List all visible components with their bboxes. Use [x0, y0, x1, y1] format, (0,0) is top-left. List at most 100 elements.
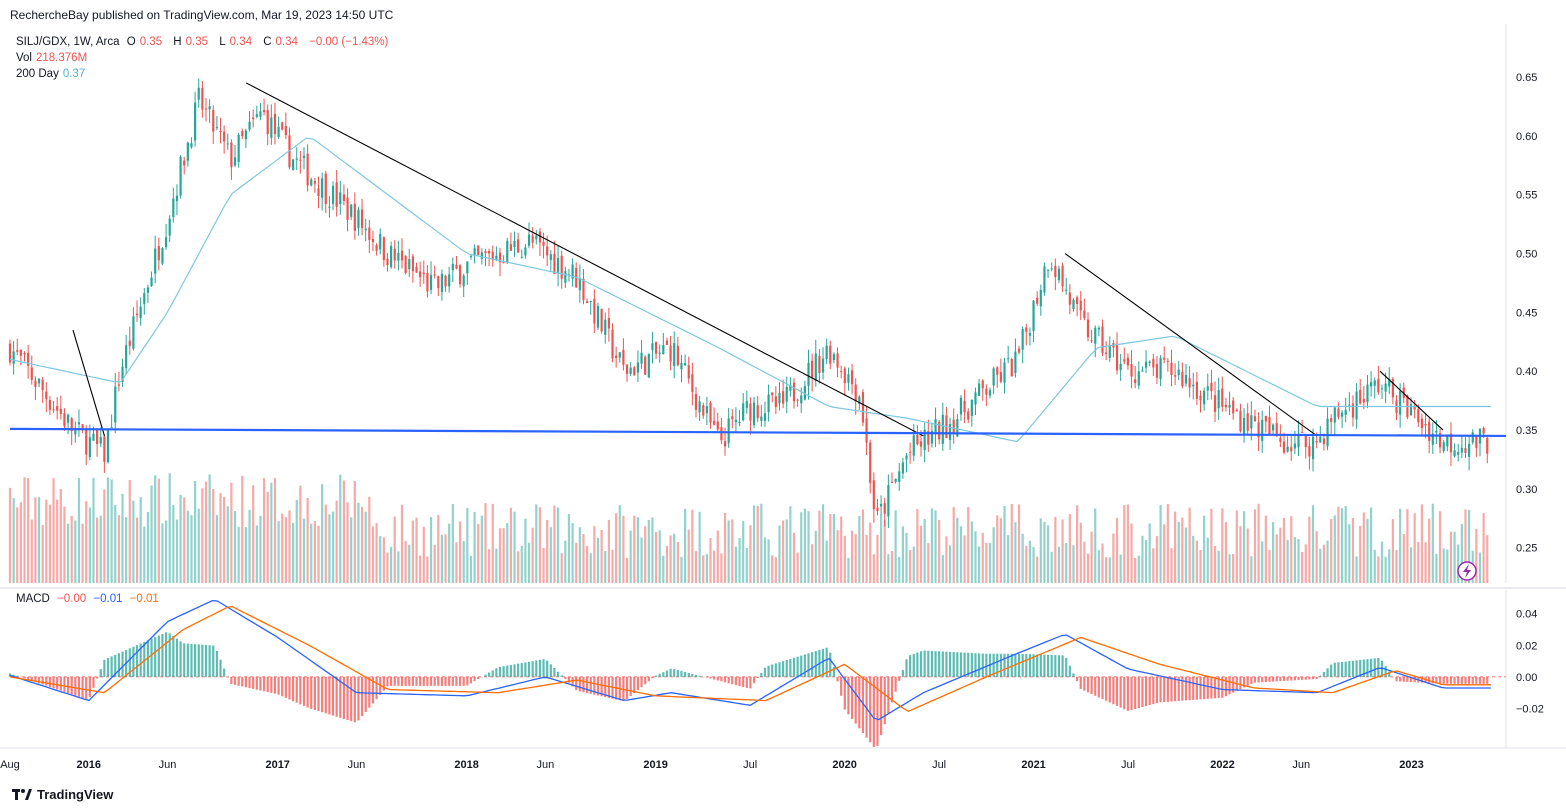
macd-histogram-bar — [469, 676, 473, 684]
candle-body — [393, 248, 396, 261]
volume-bar — [807, 511, 810, 583]
volume-bar — [1181, 517, 1184, 583]
volume-bar — [448, 523, 451, 583]
volume-bar — [589, 553, 592, 583]
macd-histogram-bar — [1188, 676, 1191, 701]
volume-bar — [1486, 535, 1489, 583]
volume-bar — [1282, 517, 1286, 583]
macd-histogram-bar — [582, 676, 585, 693]
candle-body — [1377, 378, 1380, 393]
volume-bar — [186, 510, 189, 583]
volume-bar — [647, 519, 650, 583]
candle-body — [77, 422, 81, 425]
candle-body — [175, 195, 179, 202]
macd-histogram-bar — [535, 660, 538, 677]
volume-bar — [66, 523, 70, 583]
candle-body — [1039, 290, 1042, 307]
macd-histogram-bar — [477, 676, 480, 679]
volume-bar — [970, 521, 973, 583]
candle-body — [778, 392, 781, 404]
macd-histogram-bar — [277, 676, 280, 695]
volume-bar — [1014, 522, 1017, 583]
candle-body — [168, 218, 171, 236]
macd-histogram-bar — [934, 651, 937, 677]
candle-body — [12, 351, 15, 364]
candle-body — [560, 255, 563, 279]
volume-bar — [1101, 543, 1104, 583]
macd-histogram-bar — [756, 676, 759, 679]
volume-bar — [321, 484, 324, 583]
candle-body — [1475, 436, 1478, 448]
macd-histogram-bar — [811, 652, 814, 677]
candle-body — [353, 203, 356, 231]
symbol-label[interactable]: SILJ/GDX, 1W, Arca — [16, 36, 120, 48]
macd-histogram-bar — [992, 653, 995, 677]
volume-bar — [1213, 545, 1217, 583]
candle-body — [890, 481, 894, 483]
macd-histogram-bar — [782, 661, 785, 677]
tradingview-brand: TradingView — [12, 787, 113, 802]
volume-bar — [604, 551, 607, 583]
macd-histogram-bar — [408, 676, 411, 686]
candle-body — [1192, 384, 1195, 387]
candle-body — [1123, 359, 1126, 362]
volume-bar — [154, 475, 157, 583]
macd-histogram-bar — [1431, 676, 1434, 684]
candle-body — [1420, 418, 1424, 429]
macd-histogram-bar — [313, 676, 316, 710]
volume-bar — [488, 549, 491, 583]
candle-body — [1246, 413, 1249, 431]
macd-histogram-bar — [531, 661, 534, 677]
candle-body — [328, 206, 331, 208]
volume-bar — [560, 553, 563, 583]
volume-bar — [945, 536, 948, 583]
volume-bar — [77, 478, 81, 583]
macd-histogram-bar — [12, 674, 15, 677]
macd-histogram-bar — [368, 676, 371, 708]
volume-bar — [328, 514, 331, 583]
volume-bar — [967, 506, 970, 583]
candle-body — [1076, 297, 1079, 304]
volume-bar — [1159, 505, 1162, 583]
macd-histogram-bar — [1442, 676, 1445, 684]
volume-bar — [821, 504, 825, 583]
macd-histogram-bar — [509, 664, 512, 677]
volume-bar — [636, 517, 640, 583]
macd-histogram-bar — [1192, 676, 1195, 700]
volume-bar — [872, 554, 875, 583]
macd-histogram-bar — [716, 676, 719, 681]
candle-body — [1279, 437, 1282, 442]
volume-bar — [219, 493, 222, 583]
volume-bar — [1366, 518, 1369, 583]
macd-histogram-bar — [705, 676, 708, 678]
candle-body — [230, 142, 233, 168]
macd-histogram-bar — [1279, 676, 1282, 682]
price-tick-label: 0.45 — [1516, 307, 1537, 319]
candle-body — [52, 409, 55, 411]
volume-bar — [226, 506, 229, 583]
macd-histogram-bar — [749, 676, 752, 689]
macd-histogram-bar — [23, 676, 26, 679]
candle-body — [999, 371, 1002, 382]
candle-body — [310, 179, 313, 186]
volume-bar — [818, 510, 821, 583]
macd-histogram-bar — [1290, 676, 1293, 681]
volume-bar — [237, 526, 240, 583]
candle-body — [223, 131, 226, 142]
volume-bar — [952, 507, 955, 583]
volume-bar — [1043, 521, 1046, 583]
volume-bar — [1293, 537, 1296, 583]
candle-body — [905, 455, 908, 460]
volume-bar — [1406, 509, 1409, 583]
macd-histogram-bar — [197, 644, 200, 677]
macd-histogram-bar — [448, 676, 451, 686]
volume-bar — [1192, 535, 1195, 583]
candle-body — [1224, 404, 1228, 408]
candle-body — [818, 356, 821, 374]
macd-histogram-bar — [1337, 662, 1340, 677]
volume-bar — [938, 519, 941, 583]
volume-bar — [1170, 548, 1173, 583]
macd-histogram-bar — [792, 657, 796, 677]
macd-histogram-bar — [1086, 676, 1090, 693]
